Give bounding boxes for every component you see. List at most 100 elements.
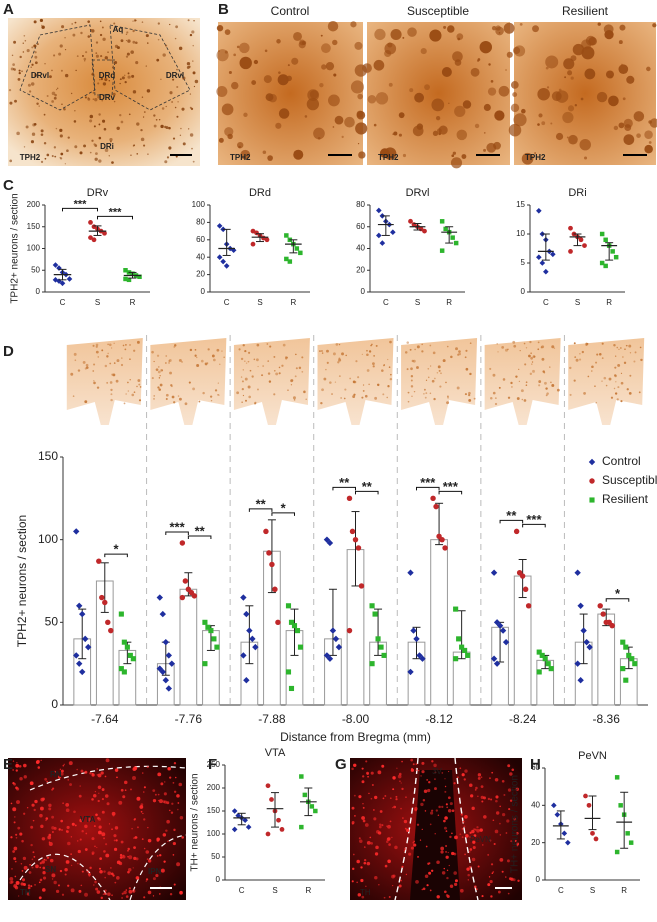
texture (240, 357, 244, 361)
texture (429, 365, 432, 367)
texture (56, 87, 59, 89)
texture (366, 840, 371, 845)
texture (468, 399, 472, 402)
texture (131, 889, 136, 893)
data-point (309, 804, 315, 809)
texture (78, 889, 82, 893)
texture (499, 805, 501, 808)
x-tick-label: C (383, 298, 389, 307)
texture (221, 350, 223, 352)
texture (248, 351, 251, 354)
texture (31, 858, 34, 861)
texture (30, 66, 32, 68)
texture (127, 870, 130, 874)
texture (65, 802, 70, 807)
texture (172, 137, 176, 140)
texture (402, 153, 407, 158)
texture (170, 811, 174, 814)
texture (505, 832, 508, 834)
texture (143, 847, 146, 850)
image-label: IPN (148, 867, 162, 876)
texture (402, 817, 404, 819)
texture (381, 369, 384, 372)
texture (378, 823, 382, 826)
texture (189, 33, 193, 37)
texture (504, 876, 507, 878)
texture (326, 361, 329, 364)
texture (95, 350, 99, 354)
texture (115, 379, 119, 383)
texture (40, 759, 42, 761)
texture (382, 393, 385, 396)
texture (309, 90, 319, 99)
image-label: TH (360, 888, 371, 897)
texture (464, 853, 466, 856)
texture (286, 75, 292, 82)
texture (453, 782, 456, 785)
texture (436, 895, 440, 899)
texture (412, 763, 415, 766)
sig-label: *** (526, 512, 542, 527)
data-point (332, 635, 340, 643)
y-tick-label: 100 (207, 829, 221, 838)
texture (126, 52, 130, 56)
texture (184, 402, 188, 406)
texture (26, 807, 29, 809)
texture (401, 760, 403, 763)
texture (152, 789, 156, 792)
y-tick-label: 60 (196, 235, 205, 244)
texture (163, 792, 167, 796)
texture (221, 103, 234, 116)
texture (147, 153, 149, 155)
texture (111, 161, 114, 164)
texture (285, 356, 288, 359)
texture (114, 826, 119, 830)
texture (507, 788, 512, 792)
texture (224, 29, 231, 35)
texture (113, 847, 118, 851)
texture (510, 840, 513, 843)
texture (353, 393, 356, 396)
texture (617, 363, 621, 367)
texture (43, 858, 46, 861)
texture (34, 73, 38, 77)
texture (434, 377, 436, 380)
texture (74, 110, 76, 112)
texture (120, 840, 124, 844)
texture (38, 881, 41, 884)
texture (99, 857, 103, 861)
texture (634, 351, 637, 354)
texture (16, 762, 18, 764)
texture (362, 384, 365, 386)
texture (85, 832, 88, 835)
texture (470, 67, 480, 77)
texture (456, 129, 468, 141)
texture (113, 60, 118, 65)
texture (113, 342, 115, 345)
texture (112, 814, 115, 817)
texture (187, 128, 190, 130)
data-point (191, 593, 198, 599)
data-point (335, 643, 343, 651)
texture (108, 823, 111, 825)
data-point (599, 260, 605, 266)
texture (499, 822, 501, 825)
texture (177, 808, 179, 811)
texture (110, 393, 113, 396)
texture (153, 395, 156, 397)
texture (439, 385, 442, 388)
texture (446, 395, 449, 398)
texture (299, 39, 305, 46)
texture (344, 388, 347, 391)
texture (91, 853, 94, 856)
x-tick-label: R (446, 298, 452, 307)
texture (70, 372, 74, 376)
texture (145, 65, 147, 67)
texture (141, 772, 144, 774)
data-point (76, 660, 83, 667)
texture (178, 358, 182, 362)
texture (334, 381, 337, 383)
data-point (59, 280, 66, 287)
texture (395, 798, 398, 801)
